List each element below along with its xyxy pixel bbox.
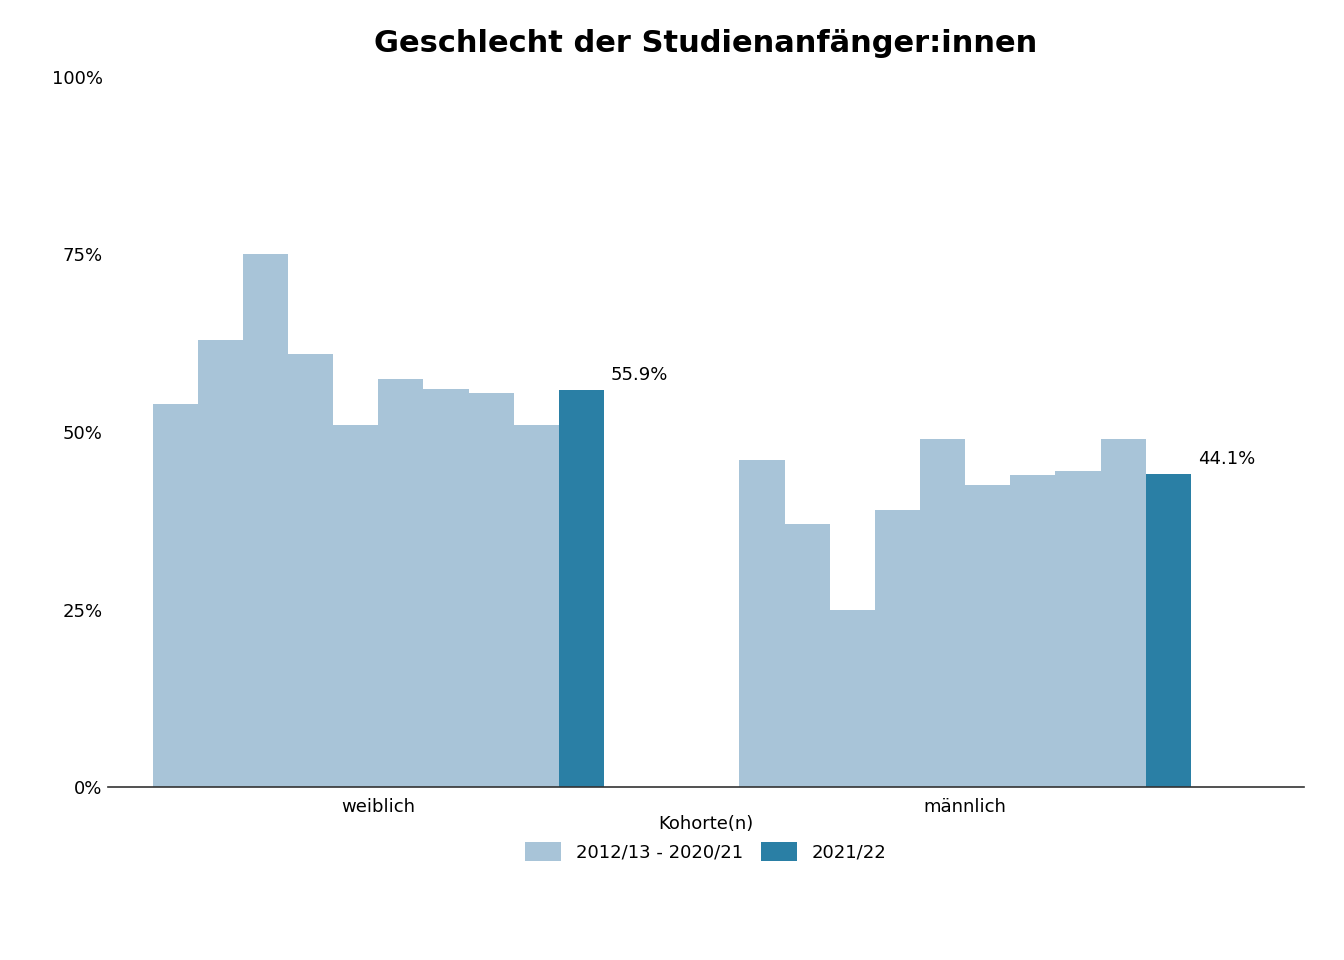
Bar: [513, 425, 559, 787]
Bar: [921, 439, 965, 787]
Bar: [469, 393, 513, 787]
Bar: [1011, 474, 1055, 787]
Legend: 2012/13 - 2020/21, 2021/22: 2012/13 - 2020/21, 2021/22: [516, 806, 895, 871]
Bar: [785, 524, 829, 787]
Title: Geschlecht der Studienanfänger:innen: Geschlecht der Studienanfänger:innen: [374, 29, 1038, 58]
Bar: [153, 403, 198, 787]
Bar: [288, 354, 333, 787]
Bar: [379, 379, 423, 787]
Bar: [243, 254, 288, 787]
Text: 55.9%: 55.9%: [610, 367, 668, 384]
Bar: [333, 425, 379, 787]
Text: 44.1%: 44.1%: [1198, 450, 1255, 468]
Bar: [423, 390, 469, 787]
Bar: [1145, 474, 1191, 787]
Bar: [559, 390, 603, 787]
Bar: [1101, 439, 1145, 787]
Bar: [875, 510, 921, 787]
Bar: [198, 340, 243, 787]
Bar: [829, 610, 875, 787]
Bar: [1055, 471, 1101, 787]
Bar: [965, 486, 1011, 787]
Bar: [739, 461, 785, 787]
